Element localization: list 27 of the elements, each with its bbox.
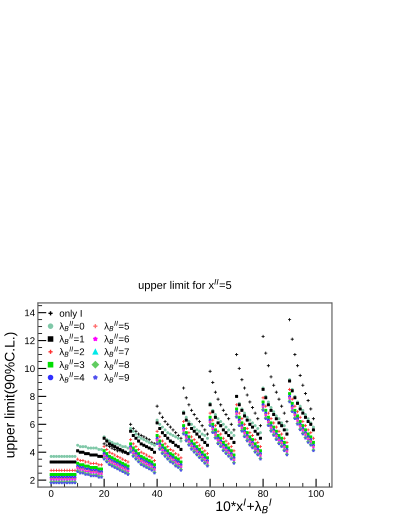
x-tick-label: 100 xyxy=(308,490,324,498)
legend-label: λ$_{B}$$^{II}$=1 xyxy=(59,334,84,344)
x-tick-label: 0 xyxy=(48,490,54,498)
legend-label: λ$_{B}$$^{II}$=4 xyxy=(59,372,84,382)
x-axis-title: 10*x$^{I}$+λ$_{B}$$^{I}$ xyxy=(216,498,272,514)
legend-label: only I xyxy=(60,310,82,319)
legend-label: λ$_{B}$$^{II}$=9 xyxy=(104,372,129,382)
y-tick-label: 12 xyxy=(25,337,35,344)
legend-label: λ$_{B}$$^{II}$=0 xyxy=(59,320,84,332)
x-tick-label: 80 xyxy=(258,490,268,498)
y-tick-label: 4 xyxy=(30,449,35,456)
legend-label: λ$_{B}$$^{II}$=6 xyxy=(104,334,130,344)
y-tick-label: 6 xyxy=(30,421,35,428)
legend-label: λ$_{B}$$^{II}$=8 xyxy=(104,359,130,370)
y-tick-label: 2 xyxy=(30,476,35,484)
y-tick-label: 10 xyxy=(25,365,35,372)
legend-label: λ$_{B}$$^{II}$=2 xyxy=(59,346,84,357)
y-axis-title: upper limit(90%C.L.) xyxy=(4,332,18,458)
y-tick-label: 8 xyxy=(30,393,35,400)
x-tick-label: 60 xyxy=(205,490,216,498)
x-tick-label: 40 xyxy=(152,490,162,498)
chart-title: upper limit for x$^{II}$=5 xyxy=(138,279,232,292)
x-tick-label: 20 xyxy=(99,490,110,498)
legend-label: λ$_{B}$$^{II}$=7 xyxy=(104,346,129,357)
legend-label: λ$_{B}$$^{II}$=5 xyxy=(104,320,130,332)
legend-label: λ$_{B}$$^{II}$=3 xyxy=(59,359,84,370)
y-tick-label: 14 xyxy=(25,309,35,316)
